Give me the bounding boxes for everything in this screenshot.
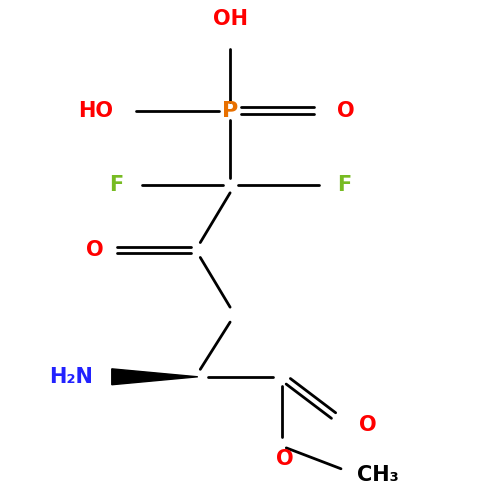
Polygon shape — [112, 369, 198, 384]
Text: CH₃: CH₃ — [357, 464, 399, 484]
Text: O: O — [337, 101, 354, 121]
Text: F: F — [337, 176, 351, 196]
Text: O: O — [86, 240, 103, 260]
Text: O: O — [360, 415, 377, 435]
Text: HO: HO — [78, 101, 114, 121]
Text: O: O — [276, 449, 293, 469]
Text: H₂N: H₂N — [50, 367, 94, 387]
Text: OH: OH — [212, 8, 248, 28]
Text: F: F — [109, 176, 123, 196]
Text: P: P — [222, 101, 238, 121]
